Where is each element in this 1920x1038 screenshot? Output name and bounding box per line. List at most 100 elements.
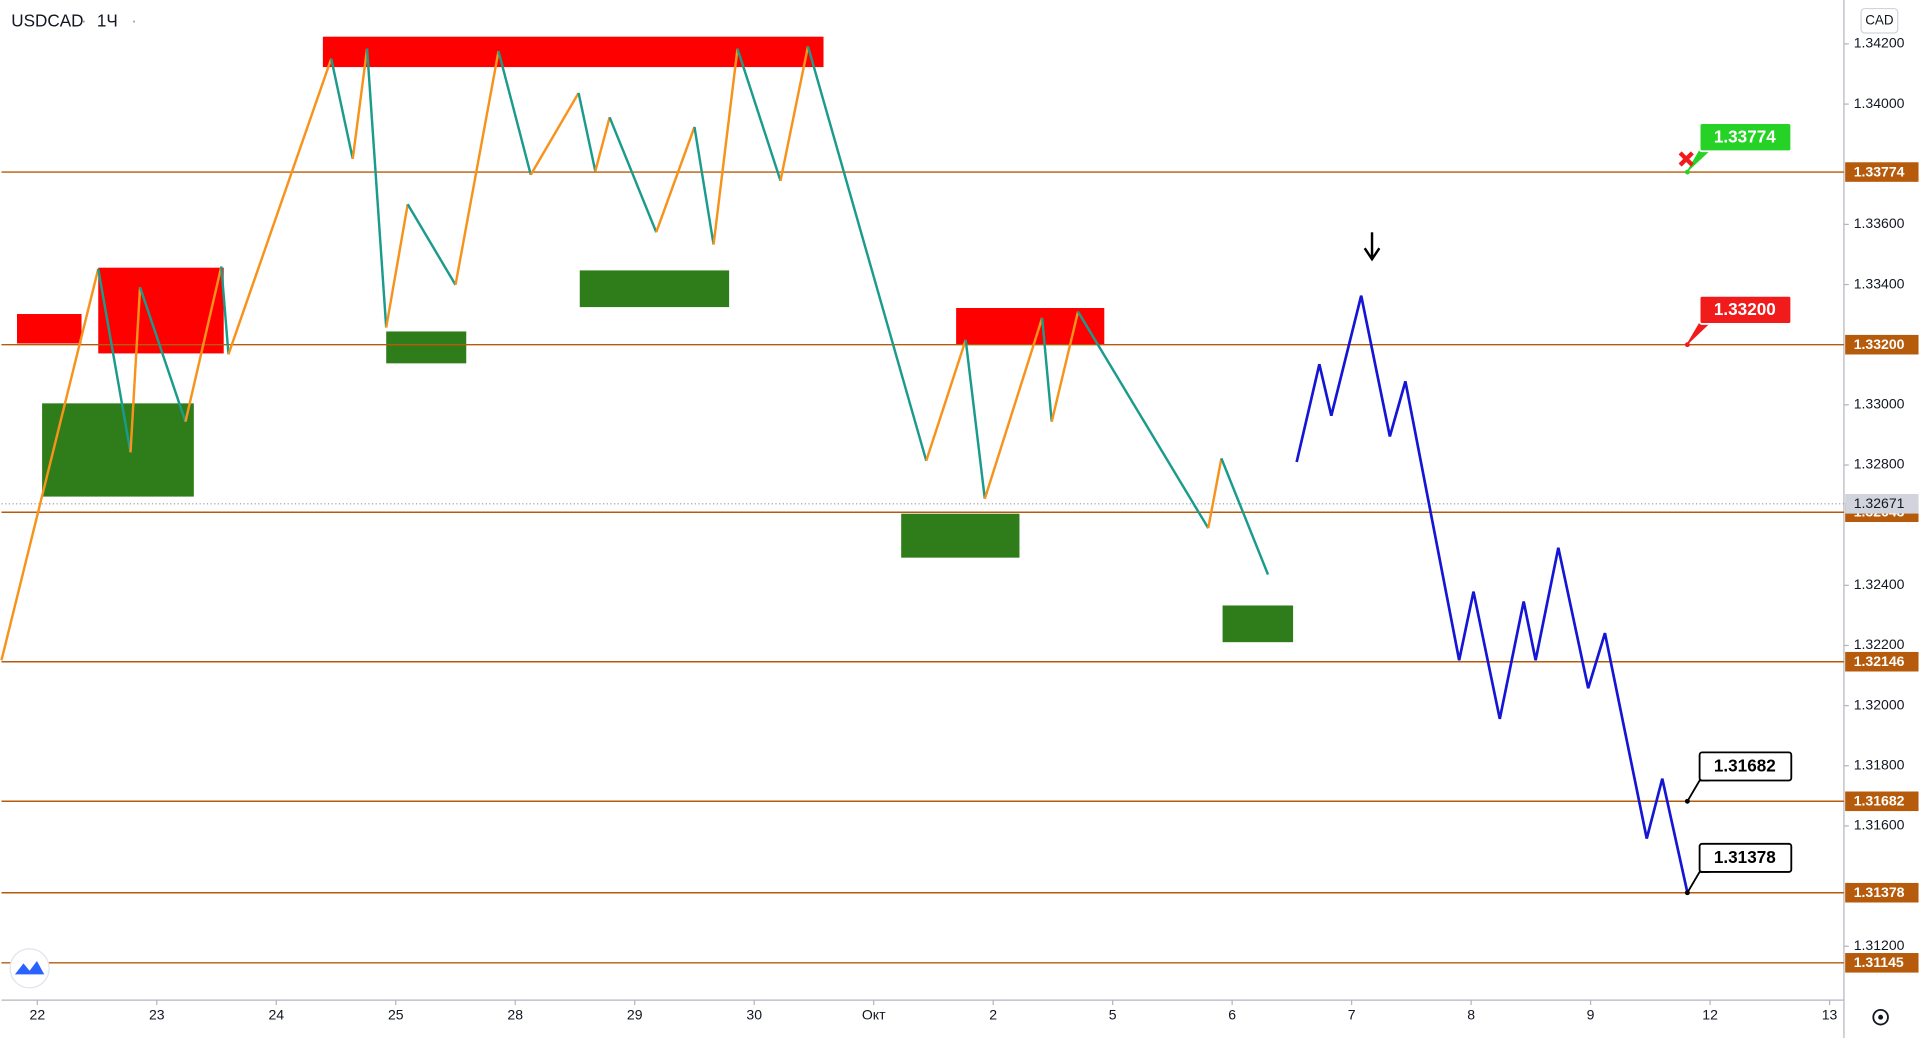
level-axis-box: [1845, 162, 1919, 182]
x-tick-label: 23: [149, 1007, 165, 1023]
zigzag-segment: [779, 46, 810, 182]
x-tick-label: 12: [1702, 1007, 1718, 1023]
zigzag-segment: [97, 268, 132, 453]
zigzag-segment: [1050, 311, 1080, 422]
y-tick-label: 1.33400: [1854, 275, 1905, 291]
zigzag-segment: [129, 287, 142, 453]
zigzag-segment: [227, 58, 333, 355]
plot-area: 1.33774 1.33200 1.31682 1.31378: [0, 36, 1844, 964]
level-axis-label: 1.33200: [1854, 336, 1905, 352]
callout-label: 1.33200: [1714, 300, 1776, 319]
zigzag-segment: [497, 50, 532, 176]
level-axis-box: [1845, 953, 1919, 973]
zigzag-segment: [1220, 457, 1270, 575]
zigzag-segment: [577, 92, 597, 172]
zigzag-segment: [1207, 458, 1223, 529]
y-tick-label: 1.31200: [1854, 937, 1905, 953]
zone: [42, 403, 194, 497]
zigzag-segment: [1040, 317, 1053, 422]
y-tick-label: 1.32800: [1854, 456, 1905, 472]
y-tick-label: 1.33600: [1854, 215, 1905, 231]
x-tick-label: 30: [746, 1007, 762, 1023]
currency-box[interactable]: [1860, 7, 1899, 34]
x-tick-label: 28: [507, 1007, 523, 1023]
callout-box: [1698, 294, 1793, 325]
zigzag-segment: [365, 48, 388, 328]
zigzag-segment: [330, 58, 354, 160]
zigzag-segment: [964, 339, 987, 499]
interval: 1Ч: [97, 12, 118, 31]
zone: [579, 270, 730, 308]
zigzag-segment: [712, 48, 739, 245]
x-tick-label: 6: [1228, 1007, 1236, 1023]
callout-box: [1698, 842, 1793, 873]
x-tick-label: 29: [627, 1007, 643, 1023]
zigzag-segment: [220, 266, 230, 355]
zigzag-segment: [406, 203, 457, 286]
level-axis-label: 1.31378: [1854, 884, 1905, 900]
y-tick-label: 1.34200: [1854, 35, 1905, 51]
level-axis-box: [1845, 791, 1919, 812]
x-tick-label: 5: [1109, 1007, 1117, 1023]
y-tick-label: 1.31600: [1854, 817, 1905, 833]
separator: ·: [81, 12, 87, 31]
zigzag-segment: [385, 204, 409, 328]
callout-label: 1.31378: [1714, 848, 1776, 867]
level-axis-box: [1845, 334, 1919, 355]
zone: [98, 267, 224, 354]
zone: [901, 513, 1020, 558]
zigzag-segment: [806, 45, 928, 462]
zigzag-segment: [351, 48, 369, 159]
x-tick-label: Окт: [862, 1007, 886, 1023]
x-tick-label: 24: [268, 1007, 284, 1023]
zigzag-segment: [925, 339, 967, 462]
y-tick-label: 1.32400: [1854, 576, 1905, 592]
zone: [386, 331, 467, 364]
y-tick-label: 1.31800: [1854, 757, 1905, 773]
y-tick-label: 1.32000: [1854, 696, 1905, 712]
cancel-mark: [1678, 151, 1694, 167]
level-axis-label: 1.31682: [1854, 793, 1905, 809]
x-tick-label: 25: [388, 1007, 404, 1023]
zigzag-segment: [529, 92, 580, 176]
level-axis-box: [1845, 651, 1919, 672]
y-tick-label: 1.33000: [1854, 396, 1905, 412]
x-tick-label: 8: [1467, 1007, 1475, 1023]
x-tick-label: 22: [30, 1007, 46, 1023]
x-tick-label: 2: [989, 1007, 997, 1023]
callout-box: [1698, 751, 1793, 782]
logo[interactable]: [9, 948, 50, 989]
zigzag-segment: [184, 266, 223, 422]
zigzag-segment: [693, 126, 715, 245]
zigzag-segment: [0, 268, 100, 661]
zone: [956, 308, 1105, 345]
projection-line: [1295, 295, 1689, 893]
zigzag-segment: [983, 317, 1044, 500]
zigzag-segment: [594, 116, 611, 172]
zone: [1222, 605, 1294, 643]
callout-label: 1.33774: [1714, 127, 1776, 146]
currency[interactable]: CAD: [1865, 12, 1894, 27]
callout-box: [1698, 122, 1793, 153]
settings-icon[interactable]: [1872, 1008, 1889, 1026]
x-tick-label: 13: [1822, 1007, 1838, 1023]
y-tick-label: 1.34000: [1854, 95, 1905, 111]
callout-label: 1.31682: [1714, 757, 1776, 776]
separator: ·: [131, 12, 137, 31]
zigzag-segment: [736, 48, 782, 182]
level-axis-box: [1845, 882, 1919, 903]
zigzag-segment: [608, 116, 658, 233]
zigzag-segment: [454, 50, 500, 286]
down-arrow: [1363, 232, 1381, 262]
zigzag-segment: [1076, 310, 1210, 529]
level-axis-label: 1.33774: [1854, 163, 1905, 179]
y-tick-label: 1.32200: [1854, 636, 1905, 652]
x-tick-label: 9: [1587, 1007, 1595, 1023]
zigzag-segment: [138, 286, 187, 423]
level-axis-label: 1.31145: [1854, 954, 1904, 970]
symbol: USDCAD: [11, 12, 83, 31]
zigzag-segment: [655, 126, 696, 233]
current-price-box: [1845, 494, 1919, 514]
